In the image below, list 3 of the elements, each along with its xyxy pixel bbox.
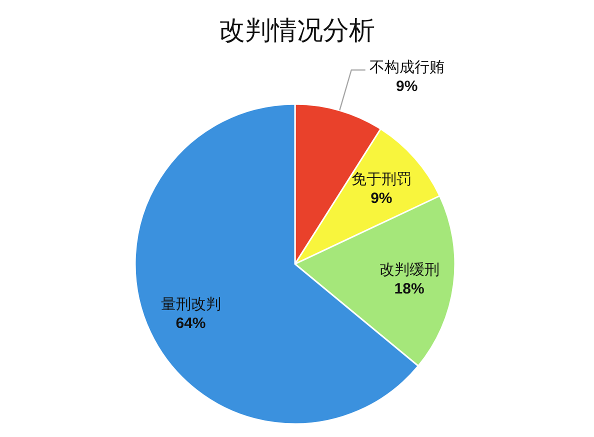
title: 改判情况分析 [219, 15, 375, 45]
slice-label: 不构成行贿 [369, 59, 444, 76]
data-label: 9% [396, 78, 418, 96]
